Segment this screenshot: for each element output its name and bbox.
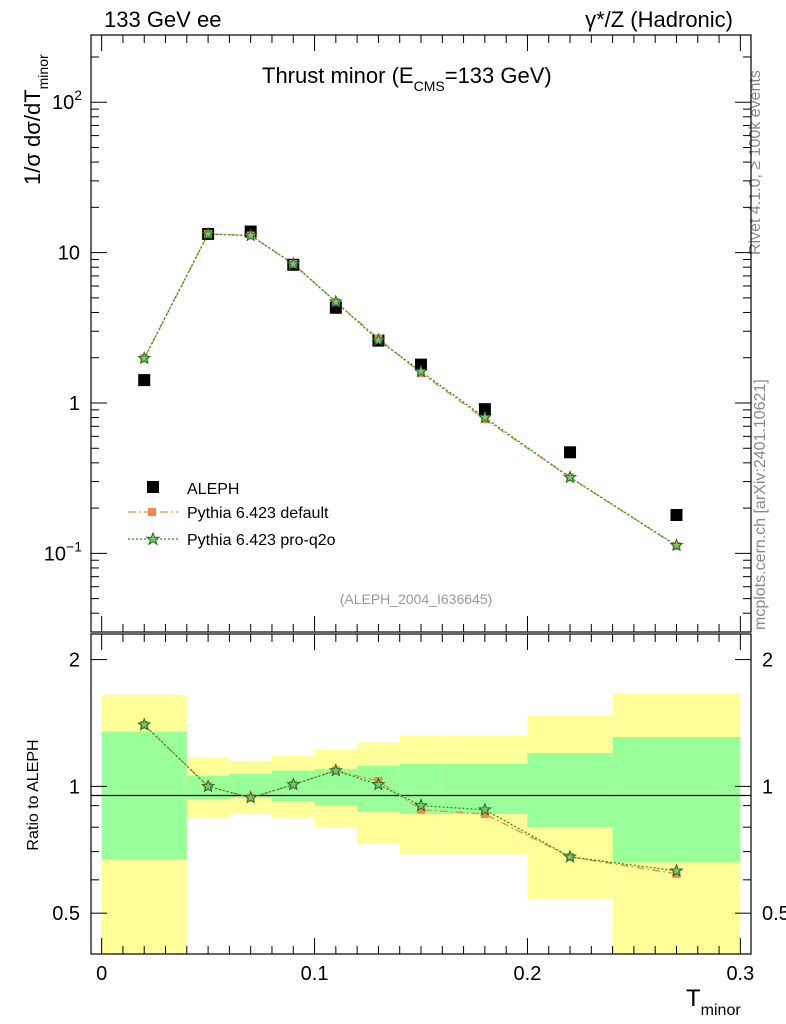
series-line-proq2o [143,233,677,546]
x-tick-label: 0 [96,963,107,985]
ratio-band-inner [612,736,741,863]
analysis-tag: (ALEPH_2004_I636645) [340,591,493,607]
ratio-band-inner [357,765,400,812]
ratio-default-point [417,805,425,814]
x-tick-label: 0.2 [514,963,542,985]
ratio-proq2o-point [286,777,301,791]
series-line-default [143,233,677,547]
ratio-proq2o-point [669,863,684,877]
aleph-point [564,446,577,459]
x-ticks: 0 0.1 0.2 0.3 [96,35,754,985]
legend-label-proq2o: Pythia 6.423 pro-q2o [187,532,336,549]
proq2o-point [669,537,684,552]
x-tick-label: 0.3 [726,963,754,985]
proq2o-point [562,469,578,484]
aleph-point [670,508,683,521]
header-left: 133 GeV ee [104,7,221,32]
legend-marker-proq2o [145,531,161,546]
main-y-tick-label: 1 [69,393,80,415]
main-y-axis-label: 1/σ dσ/dTminor [20,54,51,185]
ratio-line-proq2o [143,724,677,872]
header-right: γ*/Z (Hadronic) [585,7,733,32]
ratio-proq2o-point [371,777,386,791]
ratio-y-axis-label: Ratio to ALEPH [25,739,42,850]
ratio-proq2o-point [243,790,258,804]
ratio-y-tick-label-left: 1 [69,776,80,798]
ratio-default-point [480,809,489,818]
aleph-point [478,403,491,416]
proq2o-point [371,332,386,347]
ratio-band-inner [527,753,613,828]
x-axis-label: Tminor [686,985,741,1019]
ratio-y-ticks: 0.5 1 2 0.5 1 2 [52,650,786,955]
proq2o-point [137,351,152,365]
legend-marker-default [148,508,156,516]
ratio-proq2o-point [413,798,429,812]
aleph-point [138,374,151,387]
legend: ALEPH Pythia 6.423 default Pythia 6.423 … [128,481,336,549]
proq2o-point [328,294,343,308]
proq2o-point [477,410,492,424]
ratio-bands [101,693,741,954]
ratio-proq2o-point [137,717,152,731]
ratio-data-layer [137,717,684,878]
ratio-y-tick-label-right: 0.5 [762,903,786,925]
proq2o-point [201,226,216,240]
mcplots-label: mcplots.cern.ch [arXiv:2401.10621] [752,379,769,630]
main-y-ticks: 10−1 1 10 102 [44,56,751,633]
ratio-proq2o-point [562,849,578,863]
ratio-proq2o-point [328,763,343,777]
legend-label-default: Pythia 6.423 default [187,505,329,522]
ratio-band-inner [229,773,272,798]
legend-label-aleph: ALEPH [187,481,239,498]
ratio-y-tick-label-left: 0.5 [52,903,80,925]
ratio-proq2o-point [477,802,492,816]
proq2o-point [413,364,429,378]
ratio-y-tick-label-right: 1 [762,776,773,798]
main-y-tick-label: 10 [58,243,80,265]
ratio-y-tick-label-left: 2 [69,650,80,672]
proq2o-point [286,256,301,271]
legend-marker-aleph [147,481,159,493]
ratio-line-default [143,724,677,875]
proq2o-point [243,228,258,242]
main-y-tick-label: 10−1 [44,538,82,565]
x-tick-label: 0.1 [301,963,329,985]
main-data-layer [137,225,684,552]
ratio-y-tick-label-right: 2 [762,650,773,672]
plot-title: Thrust minor (ECMS=133 GeV) [262,63,552,94]
ratio-proq2o-point [201,779,216,793]
main-y-tick-label: 102 [52,87,82,114]
